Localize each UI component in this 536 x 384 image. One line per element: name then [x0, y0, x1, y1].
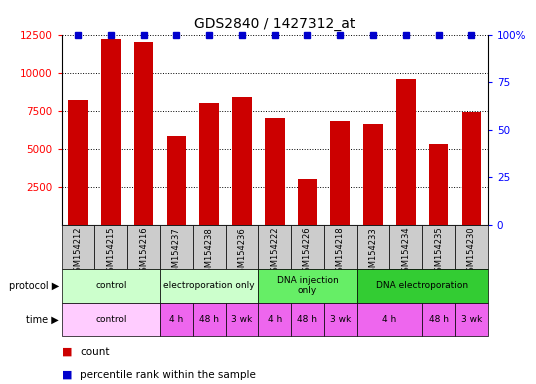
Text: GSM154238: GSM154238	[205, 227, 214, 278]
Bar	[232, 97, 252, 225]
Bar	[127, 225, 160, 269]
Text: GSM154218: GSM154218	[336, 227, 345, 278]
Bar	[461, 112, 481, 225]
Bar	[429, 144, 449, 225]
Bar	[68, 100, 88, 225]
Text: 4 h: 4 h	[382, 315, 397, 324]
Text: GSM154222: GSM154222	[270, 227, 279, 277]
Text: 3 wk: 3 wk	[461, 315, 482, 324]
Text: ■: ■	[62, 347, 72, 357]
Bar	[265, 118, 285, 225]
Bar	[193, 225, 226, 269]
Text: GSM154237: GSM154237	[172, 227, 181, 278]
Bar	[94, 225, 127, 269]
Title: GDS2840 / 1427312_at: GDS2840 / 1427312_at	[194, 17, 355, 31]
Bar	[291, 303, 324, 336]
Bar	[258, 225, 291, 269]
Bar	[356, 269, 488, 303]
Bar	[258, 303, 291, 336]
Bar	[324, 303, 356, 336]
Bar	[134, 42, 153, 225]
Text: 48 h: 48 h	[297, 315, 317, 324]
Bar	[199, 103, 219, 225]
Text: time ▶: time ▶	[26, 314, 59, 324]
Bar	[226, 225, 258, 269]
Bar	[356, 225, 390, 269]
Text: 4 h: 4 h	[267, 315, 282, 324]
Text: count: count	[80, 347, 110, 357]
Bar	[356, 303, 422, 336]
Bar	[396, 79, 415, 225]
Text: GSM154215: GSM154215	[106, 227, 115, 277]
Text: 3 wk: 3 wk	[330, 315, 351, 324]
Text: GSM154212: GSM154212	[73, 227, 83, 277]
Bar	[330, 121, 350, 225]
Text: GSM154235: GSM154235	[434, 227, 443, 278]
Text: 48 h: 48 h	[199, 315, 219, 324]
Text: 4 h: 4 h	[169, 315, 183, 324]
Bar	[62, 225, 94, 269]
Bar	[62, 303, 160, 336]
Text: 3 wk: 3 wk	[232, 315, 252, 324]
Text: percentile rank within the sample: percentile rank within the sample	[80, 370, 256, 380]
Bar	[101, 39, 121, 225]
Text: ■: ■	[62, 370, 72, 380]
Text: DNA injection
only: DNA injection only	[277, 276, 338, 295]
Bar	[160, 225, 193, 269]
Bar	[226, 303, 258, 336]
Bar	[160, 269, 258, 303]
Bar	[390, 225, 422, 269]
Text: DNA electroporation: DNA electroporation	[376, 281, 468, 290]
Text: GSM154236: GSM154236	[237, 227, 247, 278]
Text: GSM154233: GSM154233	[369, 227, 377, 278]
Text: GSM154234: GSM154234	[401, 227, 411, 278]
Bar	[455, 303, 488, 336]
Bar	[193, 303, 226, 336]
Bar	[167, 136, 186, 225]
Text: electroporation only: electroporation only	[163, 281, 255, 290]
Bar	[62, 269, 160, 303]
Bar	[297, 179, 317, 225]
Text: control: control	[95, 281, 126, 290]
Bar	[422, 225, 455, 269]
Bar	[363, 124, 383, 225]
Text: control: control	[95, 315, 126, 324]
Text: GSM154226: GSM154226	[303, 227, 312, 278]
Text: GSM154230: GSM154230	[467, 227, 476, 278]
Bar	[455, 225, 488, 269]
Text: GSM154216: GSM154216	[139, 227, 148, 278]
Bar	[258, 269, 356, 303]
Bar	[422, 303, 455, 336]
Text: 48 h: 48 h	[429, 315, 449, 324]
Bar	[324, 225, 356, 269]
Bar	[160, 303, 193, 336]
Bar	[291, 225, 324, 269]
Text: protocol ▶: protocol ▶	[9, 281, 59, 291]
